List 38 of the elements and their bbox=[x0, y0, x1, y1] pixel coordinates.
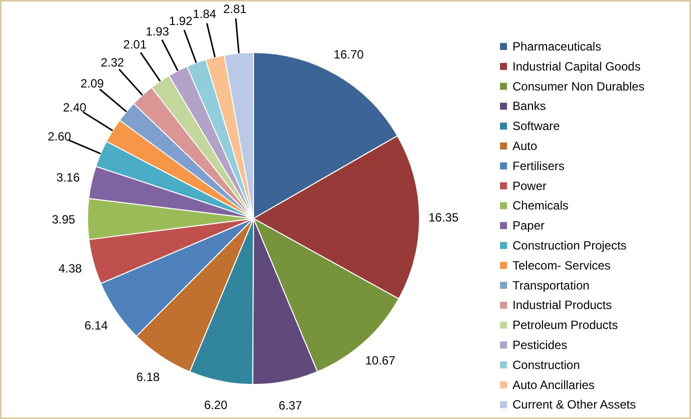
data-label: 10.67 bbox=[365, 354, 396, 368]
legend-label: Industrial Products bbox=[512, 298, 612, 312]
data-label: 2.81 bbox=[223, 2, 247, 16]
data-label: 1.93 bbox=[146, 24, 170, 38]
legend-label: Construction bbox=[512, 358, 580, 372]
data-label: 2.32 bbox=[100, 55, 124, 70]
legend-label: Industrial Capital Goods bbox=[512, 59, 641, 74]
legend-label: Pesticides bbox=[512, 338, 568, 352]
data-label: 16.35 bbox=[428, 210, 459, 224]
data-label: 6.18 bbox=[136, 370, 160, 384]
data-label: 6.20 bbox=[204, 398, 228, 412]
legend-label: Software bbox=[512, 119, 560, 134]
legend-label: Telecom- Services bbox=[512, 258, 611, 272]
data-label: 16.70 bbox=[334, 48, 364, 62]
legend-label: Power bbox=[512, 178, 547, 193]
legend-label: Auto Ancillaries bbox=[512, 378, 595, 392]
data-label: 3.16 bbox=[56, 170, 80, 185]
data-label: 6.37 bbox=[278, 398, 302, 412]
data-label: 2.01 bbox=[123, 38, 147, 52]
legend-label: Auto bbox=[512, 139, 538, 153]
data-label: 4.38 bbox=[58, 262, 82, 276]
legend-label: Banks bbox=[512, 99, 546, 114]
data-label: 1.84 bbox=[192, 6, 217, 21]
data-label: 1.92 bbox=[169, 14, 193, 28]
legend-label: Pharmaceuticals bbox=[512, 40, 602, 54]
legend-label: Transportation bbox=[512, 278, 590, 292]
legend-label: Petroleum Products bbox=[512, 318, 618, 332]
data-label: 6.14 bbox=[84, 318, 108, 333]
legend-label: Current & Other Assets bbox=[512, 398, 636, 412]
data-label: 3.95 bbox=[52, 212, 76, 227]
legend-label: Consumer Non Durables bbox=[512, 79, 645, 94]
data-label: 2.09 bbox=[80, 76, 104, 90]
legend-label: Paper bbox=[512, 218, 545, 233]
data-label: 2.60 bbox=[48, 130, 72, 144]
legend-label: Fertilisers bbox=[512, 158, 565, 173]
data-label: 2.40 bbox=[62, 100, 87, 114]
legend-label: Chemicals bbox=[512, 198, 569, 213]
legend-label: Construction Projects bbox=[512, 238, 627, 252]
